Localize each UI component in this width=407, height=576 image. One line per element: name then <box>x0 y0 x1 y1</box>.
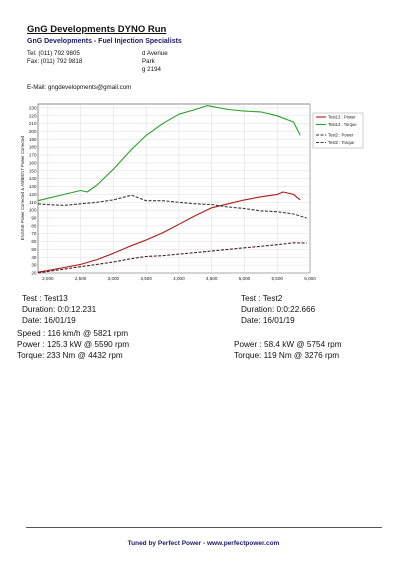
run1-torque: Torque: 233 Nm @ 4432 rpm <box>17 351 123 360</box>
dyno-chart: 20 30 40 50 60 70 80 90 100 110 120 130 140 150 160 170… <box>20 103 364 281</box>
chart-grid <box>38 104 311 274</box>
run1-test: Test : Test13 <box>22 294 68 303</box>
y-tick-label: 160 <box>29 160 37 165</box>
y-tick-label: 80 <box>31 223 37 228</box>
run2-torque: Torque: 119 Nm @ 3276 rpm <box>234 351 340 360</box>
y-tick-label: 70 <box>31 231 37 236</box>
chart-series <box>37 105 307 274</box>
footer-divider <box>26 527 382 528</box>
legend-label-0: Test13 : Power <box>328 115 356 120</box>
legend-label-3: Test2 : Torque <box>328 140 355 145</box>
y-tick-label: 130 <box>29 184 37 189</box>
y-tick-label: 90 <box>31 215 37 220</box>
y-tick-label: 100 <box>29 208 37 213</box>
run1-duration: Duration: 0:0:12.231 <box>22 305 97 314</box>
x-tick-label: 2,000 <box>42 276 54 281</box>
y-tick-label: 150 <box>29 168 37 173</box>
y-tick-label: 140 <box>29 176 37 181</box>
x-tick-label: 4,500 <box>206 276 218 281</box>
series-line-0 <box>37 191 301 273</box>
x-tick-label: 4,000 <box>173 276 185 281</box>
email: E-Mail: gngdevelopments@gmail.com <box>27 84 132 91</box>
y-tick-label: 220 <box>29 113 37 118</box>
y-tick-label: 210 <box>29 121 37 126</box>
address-line-2: Park <box>142 58 155 65</box>
run2-test: Test : Test2 <box>241 294 283 303</box>
y-tick-label: 30 <box>31 263 37 268</box>
plot-area <box>37 103 311 274</box>
series-line-1 <box>37 105 301 202</box>
company-subtitle: GnG Developments - Fuel Injection Specia… <box>27 38 182 45</box>
y-tick-label: 190 <box>29 137 37 142</box>
y-tick-label: 200 <box>29 129 37 134</box>
x-tick-label: 2,500 <box>75 276 87 281</box>
series-line-2 <box>37 242 307 274</box>
footer-text: Tuned by Perfect Power - www.perfectpowe… <box>127 540 280 547</box>
fax: Fax: (011) 792 9818 <box>27 58 83 65</box>
run2-power: Power : 58.4 kW @ 5754 rpm <box>234 340 342 349</box>
y-tick-label: 120 <box>29 192 37 197</box>
y-tick-label: 230 <box>29 105 37 110</box>
x-tick-label: 5,500 <box>271 276 283 281</box>
run1-speed: Speed : 116 km/h @ 5821 rpm <box>17 329 129 338</box>
legend-entries: Test13 : Power Test13 : Torque Test2 : Pow… <box>316 115 357 145</box>
legend-label-2: Test2 : Power <box>328 133 354 138</box>
run2-duration: Duration: 0:0:22.666 <box>241 305 316 314</box>
x-tick-label: 6,000 <box>304 276 316 281</box>
y-tick-label: 40 <box>31 255 37 260</box>
x-tick-label: 3,000 <box>108 276 120 281</box>
run2-date: Date: 16/01/19 <box>241 316 295 325</box>
y-tick-label: 170 <box>29 153 37 158</box>
y-axis-ticks: 20 30 40 50 60 70 80 90 100 110 120 130 140 150 160 170… <box>29 105 37 275</box>
address-line-3: g 2194 <box>142 66 161 73</box>
y-tick-label: 180 <box>29 145 37 150</box>
address-line-1: d Avenue <box>142 50 168 57</box>
x-tick-label: 5,000 <box>239 276 251 281</box>
legend-label-1: Test13 : Torque <box>328 122 357 127</box>
y-tick-label: 20 <box>31 271 37 276</box>
y-tick-label: 110 <box>29 200 37 205</box>
run1-power: Power : 125.3 kW @ 5590 rpm <box>17 340 130 349</box>
y-tick-label: 50 <box>31 247 37 252</box>
y-axis-label: ENGINE Power Corrected & AMBIENT Power C… <box>20 135 25 240</box>
x-tick-label: 3,500 <box>140 276 152 281</box>
telephone: Tel: (011) 792 9805 <box>27 50 80 57</box>
x-axis-ticks: 2,000 2,500 3,000 3,500 4,000 4,500 5,000 5,500… <box>42 276 316 281</box>
y-tick-label: 60 <box>31 239 37 244</box>
report-title: GnG Developments DYNO Run <box>27 24 167 35</box>
run1-date: Date: 16/01/19 <box>22 316 76 325</box>
